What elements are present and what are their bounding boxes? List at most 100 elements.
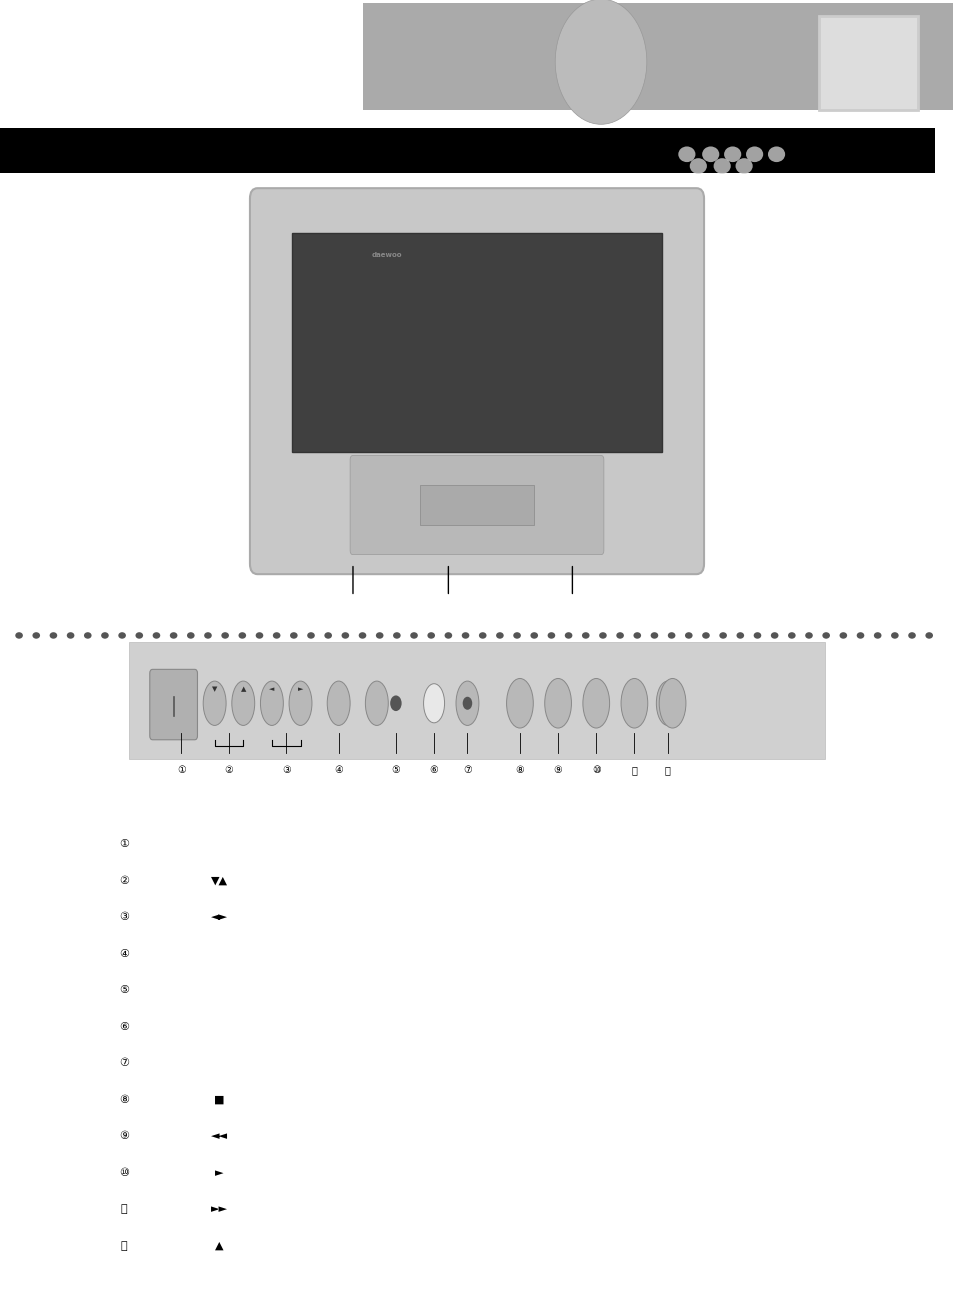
FancyBboxPatch shape [818, 16, 917, 110]
Ellipse shape [444, 633, 452, 639]
Ellipse shape [456, 681, 478, 725]
Ellipse shape [50, 633, 57, 639]
Ellipse shape [255, 633, 263, 639]
Ellipse shape [101, 633, 109, 639]
Ellipse shape [622, 681, 645, 725]
Ellipse shape [701, 633, 709, 639]
Ellipse shape [32, 633, 40, 639]
Ellipse shape [804, 633, 812, 639]
Text: ▲: ▲ [215, 1240, 223, 1251]
Ellipse shape [544, 678, 571, 728]
Ellipse shape [530, 633, 537, 639]
Ellipse shape [375, 633, 383, 639]
Ellipse shape [890, 633, 898, 639]
Ellipse shape [84, 633, 91, 639]
Ellipse shape [924, 633, 932, 639]
FancyBboxPatch shape [350, 456, 603, 554]
Ellipse shape [67, 633, 74, 639]
Text: ⑧: ⑧ [515, 765, 524, 775]
Text: ①: ① [119, 839, 129, 850]
Text: ⑨: ⑨ [553, 765, 562, 775]
Text: ⑨: ⑨ [119, 1131, 129, 1141]
Text: ⑧: ⑧ [119, 1095, 129, 1104]
Ellipse shape [689, 158, 706, 174]
Ellipse shape [324, 633, 332, 639]
Ellipse shape [770, 633, 778, 639]
FancyBboxPatch shape [150, 669, 197, 740]
Ellipse shape [238, 633, 246, 639]
Text: ►►: ►► [211, 1204, 228, 1214]
Ellipse shape [667, 633, 675, 639]
Ellipse shape [410, 633, 417, 639]
Circle shape [462, 697, 472, 710]
Ellipse shape [821, 633, 829, 639]
Ellipse shape [582, 678, 609, 728]
Text: ③: ③ [119, 912, 129, 923]
Ellipse shape [678, 146, 695, 162]
Ellipse shape [135, 633, 143, 639]
Ellipse shape [620, 678, 647, 728]
Ellipse shape [508, 681, 531, 725]
Ellipse shape [856, 633, 863, 639]
Text: ⑪: ⑪ [631, 765, 637, 775]
Text: ④: ④ [334, 765, 343, 775]
Text: ◄►: ◄► [211, 912, 228, 923]
Ellipse shape [713, 158, 730, 174]
Text: ■: ■ [213, 1095, 225, 1104]
Ellipse shape [598, 633, 606, 639]
Ellipse shape [787, 633, 795, 639]
Text: ⑦: ⑦ [119, 1059, 129, 1068]
Ellipse shape [365, 681, 388, 725]
Ellipse shape [684, 633, 692, 639]
Ellipse shape [735, 158, 752, 174]
Ellipse shape [152, 633, 160, 639]
Ellipse shape [393, 633, 400, 639]
Text: daewoo: daewoo [372, 252, 402, 259]
Text: ▲: ▲ [240, 686, 246, 691]
Ellipse shape [358, 633, 366, 639]
Text: ►: ► [297, 686, 303, 691]
Text: ⑫: ⑫ [121, 1240, 127, 1251]
Ellipse shape [204, 633, 212, 639]
Ellipse shape [719, 633, 726, 639]
Text: ⑥: ⑥ [429, 765, 438, 775]
Text: ⑦: ⑦ [462, 765, 472, 775]
FancyBboxPatch shape [292, 233, 661, 452]
FancyBboxPatch shape [362, 3, 953, 110]
Ellipse shape [907, 633, 915, 639]
Ellipse shape [327, 681, 350, 725]
Ellipse shape [584, 681, 607, 725]
Text: ①: ① [176, 765, 186, 775]
Text: ③: ③ [281, 765, 291, 775]
Ellipse shape [461, 633, 469, 639]
Text: ②: ② [224, 765, 233, 775]
Ellipse shape [633, 633, 640, 639]
Text: ⑤: ⑤ [119, 985, 129, 995]
Text: ▼▲: ▼▲ [211, 876, 228, 886]
Ellipse shape [260, 681, 283, 725]
Ellipse shape [187, 633, 194, 639]
Ellipse shape [546, 681, 569, 725]
Text: ◄◄: ◄◄ [211, 1131, 228, 1141]
Ellipse shape [873, 633, 881, 639]
FancyBboxPatch shape [129, 642, 824, 759]
Text: ⑫: ⑫ [664, 765, 670, 775]
Ellipse shape [767, 146, 784, 162]
Ellipse shape [15, 633, 23, 639]
Text: ⑪: ⑪ [121, 1204, 127, 1214]
Text: ◄: ◄ [269, 686, 274, 691]
Circle shape [555, 0, 646, 124]
FancyBboxPatch shape [0, 128, 934, 173]
Ellipse shape [496, 633, 503, 639]
Ellipse shape [290, 633, 297, 639]
Ellipse shape [506, 678, 533, 728]
Ellipse shape [701, 146, 719, 162]
Ellipse shape [118, 633, 126, 639]
Text: ⑩: ⑩ [591, 765, 600, 775]
Ellipse shape [753, 633, 760, 639]
Text: ②: ② [119, 876, 129, 886]
Ellipse shape [650, 633, 658, 639]
Ellipse shape [616, 633, 623, 639]
Ellipse shape [659, 678, 685, 728]
Ellipse shape [273, 633, 280, 639]
